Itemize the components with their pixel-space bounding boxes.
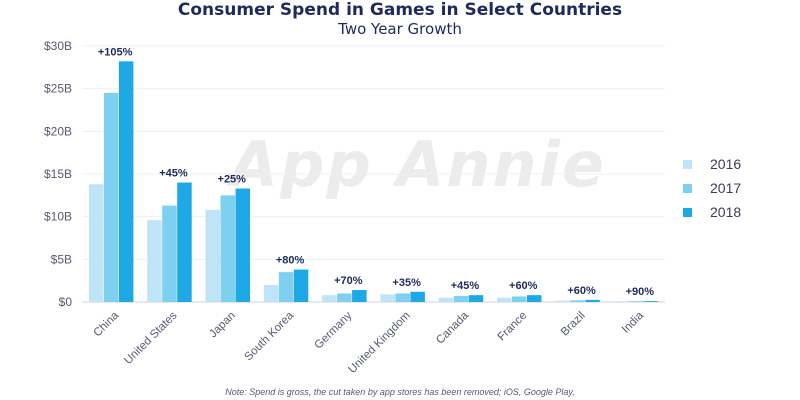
bar-2017	[103, 92, 119, 302]
bar-2018	[643, 301, 659, 302]
bar-2017	[337, 293, 352, 302]
bars	[88, 61, 659, 302]
bar-2016	[322, 295, 337, 302]
bar-2016	[147, 220, 162, 302]
x-category-label: Japan	[207, 310, 238, 341]
y-tick-label: $5B	[51, 252, 72, 266]
bar-2016	[263, 284, 279, 302]
bar-2017	[395, 293, 410, 302]
growth-label: +45%	[159, 168, 188, 180]
growth-label: +60%	[509, 280, 538, 292]
growth-label: +25%	[218, 174, 247, 186]
y-tick-label: $30B	[44, 39, 72, 53]
growth-label: +90%	[626, 286, 655, 298]
bar-2018	[118, 61, 134, 302]
watermark-logo: App Annie	[230, 128, 606, 201]
x-category-label: Germany	[313, 309, 355, 351]
bar-2016	[555, 300, 570, 302]
footnote: Note: Spend is gross, the cut taken by a…	[225, 387, 575, 397]
x-category-label: United Kingdom	[346, 310, 412, 376]
bar-2017	[453, 296, 469, 302]
bar-2016	[88, 184, 104, 302]
bar-2018	[468, 295, 484, 302]
y-tick-label: $10B	[44, 210, 72, 224]
bar-2017	[278, 272, 294, 302]
legend: 2016 2017 2018	[683, 156, 741, 220]
growth-label: +60%	[567, 285, 596, 297]
bar-2016	[613, 301, 629, 302]
x-category-label: India	[620, 309, 647, 336]
bar-2018	[410, 291, 425, 302]
legend-label: 2018	[710, 204, 741, 220]
chart-title: Consumer Spend in Games in Select Countr…	[177, 0, 623, 20]
bar-2016	[438, 297, 454, 302]
growth-label: +105%	[98, 46, 133, 58]
bar-2017	[162, 205, 177, 302]
x-category-label: South Korea	[242, 309, 296, 363]
growth-label: +70%	[334, 275, 363, 287]
bar-2018	[177, 182, 192, 302]
legend-swatch-2018	[683, 208, 692, 217]
y-tick-label: $20B	[44, 124, 72, 138]
bar-2018	[527, 295, 542, 302]
bar-2017	[220, 195, 235, 302]
x-category-label: Brazil	[559, 310, 588, 339]
growth-label: +45%	[451, 280, 480, 292]
bar-2016	[205, 209, 220, 302]
x-category-label: China	[92, 309, 122, 339]
y-tick-label: $25B	[44, 82, 72, 96]
legend-swatch-2017	[683, 184, 692, 193]
bar-2016	[497, 297, 512, 302]
y-axis-ticks: $0 $5B $10B $15B $20B $25B $30B	[44, 39, 72, 309]
chart-subtitle: Two Year Growth	[338, 20, 462, 38]
bar-2017	[570, 300, 585, 302]
bar-2016	[380, 294, 395, 302]
legend-swatch-2016	[683, 160, 692, 169]
bar-2018	[352, 290, 367, 302]
legend-label: 2016	[710, 156, 741, 172]
y-tick-label: $15B	[44, 167, 72, 181]
bar-2018	[585, 299, 600, 302]
bar-2017	[512, 296, 527, 302]
bar-2018	[235, 188, 250, 302]
growth-labels: +105% +45% +25% +80% +70% +35% +45% +60% +60% +90…	[98, 46, 654, 298]
legend-label: 2017	[710, 180, 741, 196]
x-category-label: Canada	[434, 309, 471, 346]
growth-label: +35%	[392, 277, 421, 289]
x-axis-categories: China United States Japan South Korea German…	[92, 309, 647, 376]
bar-2017	[628, 301, 644, 302]
x-category-label: France	[496, 310, 530, 344]
y-tick-label: $0	[59, 295, 73, 309]
bar-2018	[293, 269, 309, 302]
x-category-label: United States	[122, 309, 179, 366]
growth-label: +80%	[276, 255, 305, 267]
